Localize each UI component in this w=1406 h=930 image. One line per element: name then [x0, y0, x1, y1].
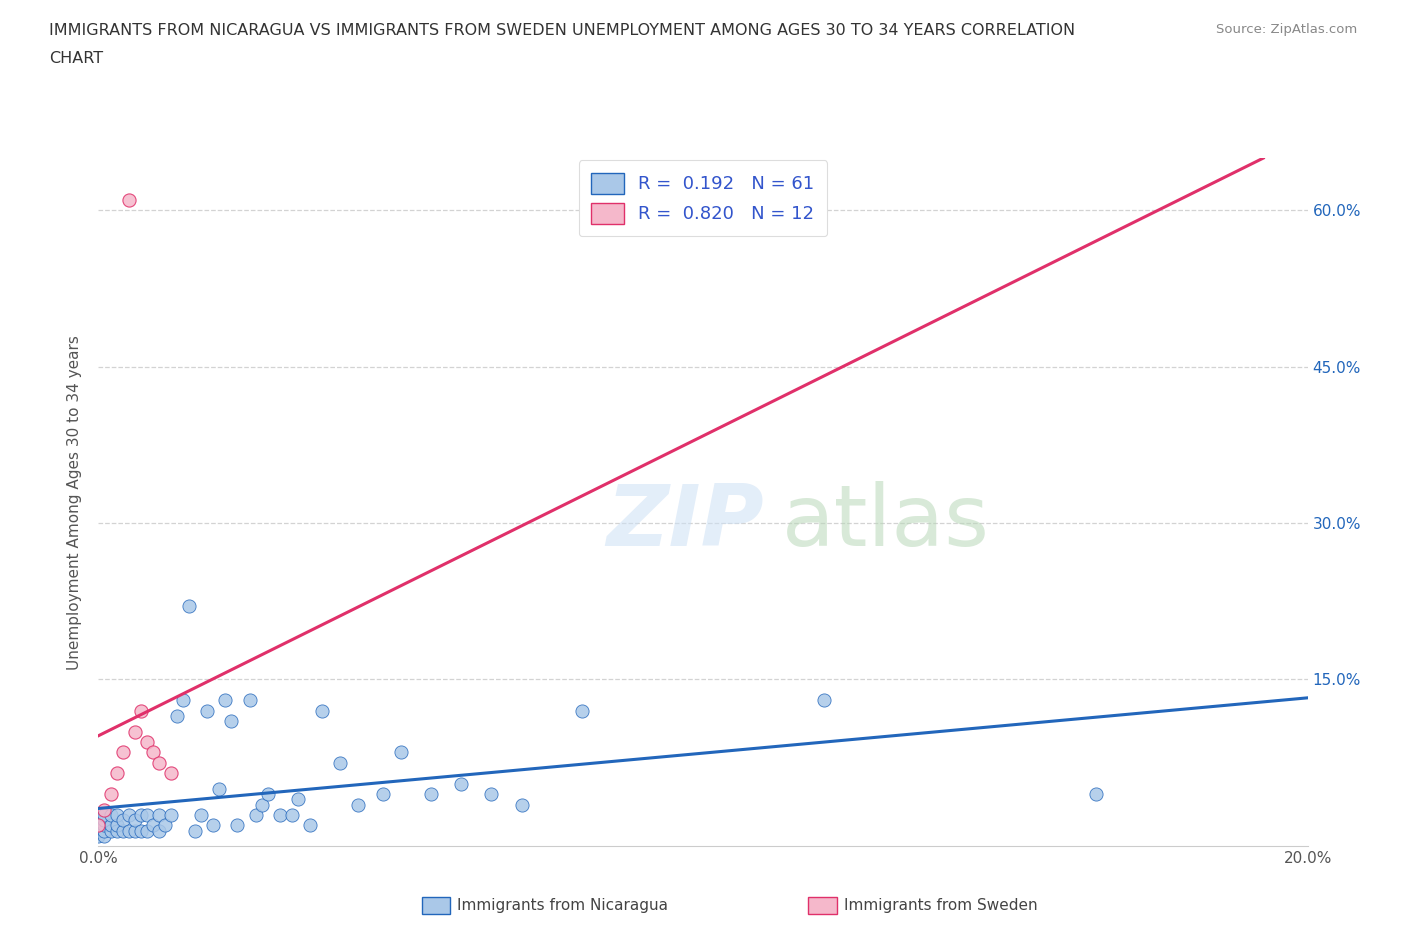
Point	[1085, 787, 1108, 802]
Legend: R =  0.192   N = 61, R =  0.820   N = 12: R = 0.192 N = 61, R = 0.820 N = 12	[579, 160, 827, 236]
Point	[135, 807, 157, 822]
Point	[135, 735, 157, 750]
Point	[93, 823, 115, 838]
Point	[221, 713, 243, 728]
Point	[214, 693, 236, 708]
Point	[148, 823, 170, 838]
Point	[202, 818, 225, 833]
Point	[142, 818, 165, 833]
Point	[129, 823, 152, 838]
Point	[179, 599, 201, 614]
Point	[287, 792, 309, 807]
Point	[481, 787, 503, 802]
Point	[135, 823, 157, 838]
Point	[389, 745, 412, 760]
Point	[124, 813, 146, 828]
Point	[160, 766, 183, 781]
Point	[129, 703, 152, 718]
Point	[813, 693, 835, 708]
Point	[111, 813, 134, 828]
Point	[87, 829, 110, 844]
Point	[100, 787, 122, 802]
Point	[111, 823, 134, 838]
Point	[299, 818, 322, 833]
Point	[87, 823, 110, 838]
Point	[129, 807, 152, 822]
Point	[111, 745, 134, 760]
Text: CHART: CHART	[49, 51, 103, 66]
Text: ZIP: ZIP	[606, 482, 763, 565]
Text: IMMIGRANTS FROM NICARAGUA VS IMMIGRANTS FROM SWEDEN UNEMPLOYMENT AMONG AGES 30 T: IMMIGRANTS FROM NICARAGUA VS IMMIGRANTS …	[49, 23, 1076, 38]
Point	[93, 813, 115, 828]
Point	[93, 807, 115, 822]
Point	[450, 777, 472, 791]
Point	[100, 818, 122, 833]
Point	[281, 807, 304, 822]
Point	[148, 807, 170, 822]
Y-axis label: Unemployment Among Ages 30 to 34 years: Unemployment Among Ages 30 to 34 years	[67, 335, 83, 670]
Point	[239, 693, 262, 708]
Point	[93, 803, 115, 817]
Point	[256, 787, 278, 802]
Point	[208, 781, 231, 796]
Point	[226, 818, 249, 833]
Text: atlas: atlas	[782, 482, 990, 565]
Point	[105, 823, 128, 838]
Point	[420, 787, 443, 802]
Point	[250, 797, 273, 812]
Point	[118, 193, 141, 207]
Point	[118, 807, 141, 822]
Text: Immigrants from Sweden: Immigrants from Sweden	[844, 898, 1038, 913]
Point	[195, 703, 218, 718]
Point	[105, 766, 128, 781]
Point	[105, 818, 128, 833]
Point	[160, 807, 183, 822]
Point	[148, 755, 170, 770]
Point	[311, 703, 333, 718]
Point	[100, 807, 122, 822]
Point	[184, 823, 207, 838]
Point	[105, 807, 128, 822]
Point	[166, 709, 188, 724]
Point	[118, 823, 141, 838]
Point	[87, 818, 110, 833]
Point	[87, 818, 110, 833]
Point	[87, 807, 110, 822]
Point	[371, 787, 394, 802]
Point	[93, 818, 115, 833]
Point	[347, 797, 370, 812]
Text: Immigrants from Nicaragua: Immigrants from Nicaragua	[457, 898, 668, 913]
Point	[100, 823, 122, 838]
Point	[245, 807, 267, 822]
Point	[329, 755, 352, 770]
Point	[124, 724, 146, 739]
Point	[510, 797, 533, 812]
Point	[571, 703, 593, 718]
Text: Source: ZipAtlas.com: Source: ZipAtlas.com	[1216, 23, 1357, 36]
Point	[269, 807, 291, 822]
Point	[93, 829, 115, 844]
Point	[142, 745, 165, 760]
Point	[153, 818, 176, 833]
Point	[172, 693, 194, 708]
Point	[124, 823, 146, 838]
Point	[190, 807, 212, 822]
